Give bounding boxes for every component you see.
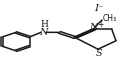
Text: +: + [98,20,104,28]
Text: N: N [90,23,98,32]
Text: N: N [39,28,48,36]
Text: CH₃: CH₃ [103,14,117,22]
Text: H: H [40,20,48,29]
Text: I⁻: I⁻ [95,4,104,12]
Text: S: S [95,50,102,58]
